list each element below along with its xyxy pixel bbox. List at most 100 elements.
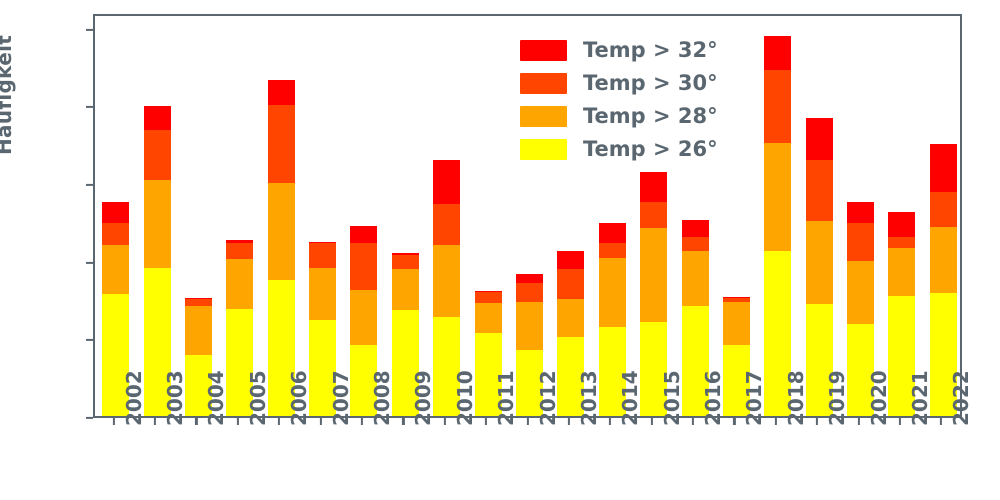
x-tick-label: 2003 [163, 370, 188, 426]
bar-segment [516, 273, 543, 284]
bar-segment [474, 332, 502, 416]
bar-segment [722, 301, 750, 346]
bar-segment [102, 223, 130, 246]
bar-2002[interactable] [102, 14, 130, 416]
bar-2013[interactable] [557, 14, 585, 416]
bar-segment [433, 160, 461, 204]
bar-segment [433, 203, 461, 246]
bar-segment [267, 280, 295, 416]
bar-segment [722, 345, 750, 416]
bar-2012[interactable] [516, 14, 543, 416]
bar-2020[interactable] [847, 14, 875, 416]
bar-segment [143, 268, 171, 416]
chart-legend: Temp > 32° Temp > 30° Temp > 28° Temp > … [520, 38, 718, 161]
x-tick-mark [319, 418, 322, 425]
bar-2018[interactable] [764, 14, 792, 416]
x-tick-label: 2017 [742, 370, 767, 426]
bar-segment [184, 355, 212, 416]
bar-2017[interactable] [722, 14, 750, 416]
legend-item: Temp > 30° [520, 71, 718, 95]
bar-segment [102, 202, 130, 224]
x-tick-mark [691, 418, 695, 425]
x-tick-label: 2011 [494, 370, 519, 426]
x-tick-mark [526, 418, 529, 425]
legend-swatch-28 [520, 105, 567, 127]
bar-segment [929, 144, 957, 193]
bar-segment [309, 267, 337, 320]
x-tick-mark [857, 418, 860, 425]
x-tick-label: 2019 [825, 370, 850, 426]
x-tick-label: 2016 [701, 370, 726, 426]
x-tick-label: 2007 [328, 370, 353, 426]
bar-2016[interactable] [681, 14, 709, 416]
x-tick-label: 2006 [287, 370, 312, 426]
bar-segment [888, 212, 916, 237]
bar-2019[interactable] [805, 14, 833, 416]
x-tick-label: 2010 [452, 370, 477, 426]
x-tick-mark [898, 418, 902, 425]
bar-segment [681, 220, 709, 238]
bar-segment [681, 305, 709, 416]
x-tick-mark [278, 418, 281, 425]
bar-segment [888, 248, 916, 296]
plot-area: Temp > 32° Temp > 30° Temp > 28° Temp > … [93, 14, 962, 418]
x-tick-label: 2020 [866, 370, 891, 426]
bar-2005[interactable] [226, 14, 254, 416]
bar-segment [267, 105, 295, 183]
bar-segment [888, 295, 916, 416]
bar-2003[interactable] [143, 14, 171, 416]
bar-segment [474, 292, 502, 304]
bar-segment [516, 283, 543, 302]
bar-segment [929, 227, 957, 294]
bar-segment [309, 242, 337, 268]
bar-segment [764, 250, 792, 416]
legend-label-32: Temp > 32° [583, 38, 718, 62]
bar-segment [805, 118, 833, 160]
bar-2022[interactable] [929, 14, 957, 416]
bar-segment [805, 221, 833, 305]
x-tick-label: 2013 [576, 370, 601, 426]
bar-segment [640, 172, 668, 203]
bar-segment [184, 297, 212, 299]
bar-segment [267, 79, 295, 106]
bar-segment [722, 297, 750, 298]
bar-2021[interactable] [888, 14, 916, 416]
bar-segment [888, 236, 916, 249]
bar-2004[interactable] [184, 14, 212, 416]
bar-segment [309, 319, 337, 416]
bar-segment [226, 239, 254, 243]
bar-segment [557, 336, 585, 416]
legend-swatch-32 [520, 39, 567, 61]
legend-item: Temp > 28° [520, 104, 718, 128]
x-tick-mark [153, 418, 157, 425]
x-tick-label: 2012 [535, 370, 560, 426]
bar-2008[interactable] [350, 14, 378, 416]
bar-segment [102, 294, 130, 416]
bar-2007[interactable] [309, 14, 337, 416]
bar-segment [764, 69, 792, 143]
bar-segment [640, 322, 668, 416]
x-tick-mark [195, 418, 198, 425]
bar-segment [226, 259, 254, 309]
bar-2006[interactable] [267, 14, 295, 416]
bar-2014[interactable] [598, 14, 626, 416]
x-tick-mark [236, 418, 239, 425]
bar-segment [226, 308, 254, 416]
bar-2015[interactable] [640, 14, 668, 416]
x-tick-label: 2009 [411, 370, 436, 426]
y-tick-mark [86, 339, 93, 342]
bar-2009[interactable] [391, 14, 419, 416]
x-tick-label: 2021 [907, 370, 932, 426]
bar-segment [557, 269, 585, 299]
legend-label-26: Temp > 26° [583, 137, 718, 161]
bar-segment [805, 159, 833, 221]
x-tick-mark [402, 418, 405, 425]
legend-label-28: Temp > 28° [583, 104, 718, 128]
bar-segment [929, 192, 957, 228]
bar-segment [391, 255, 419, 270]
bar-segment [267, 182, 295, 281]
bar-2010[interactable] [433, 14, 461, 416]
bar-2011[interactable] [474, 14, 502, 416]
y-tick-mark [86, 28, 93, 31]
x-tick-mark [816, 418, 819, 425]
